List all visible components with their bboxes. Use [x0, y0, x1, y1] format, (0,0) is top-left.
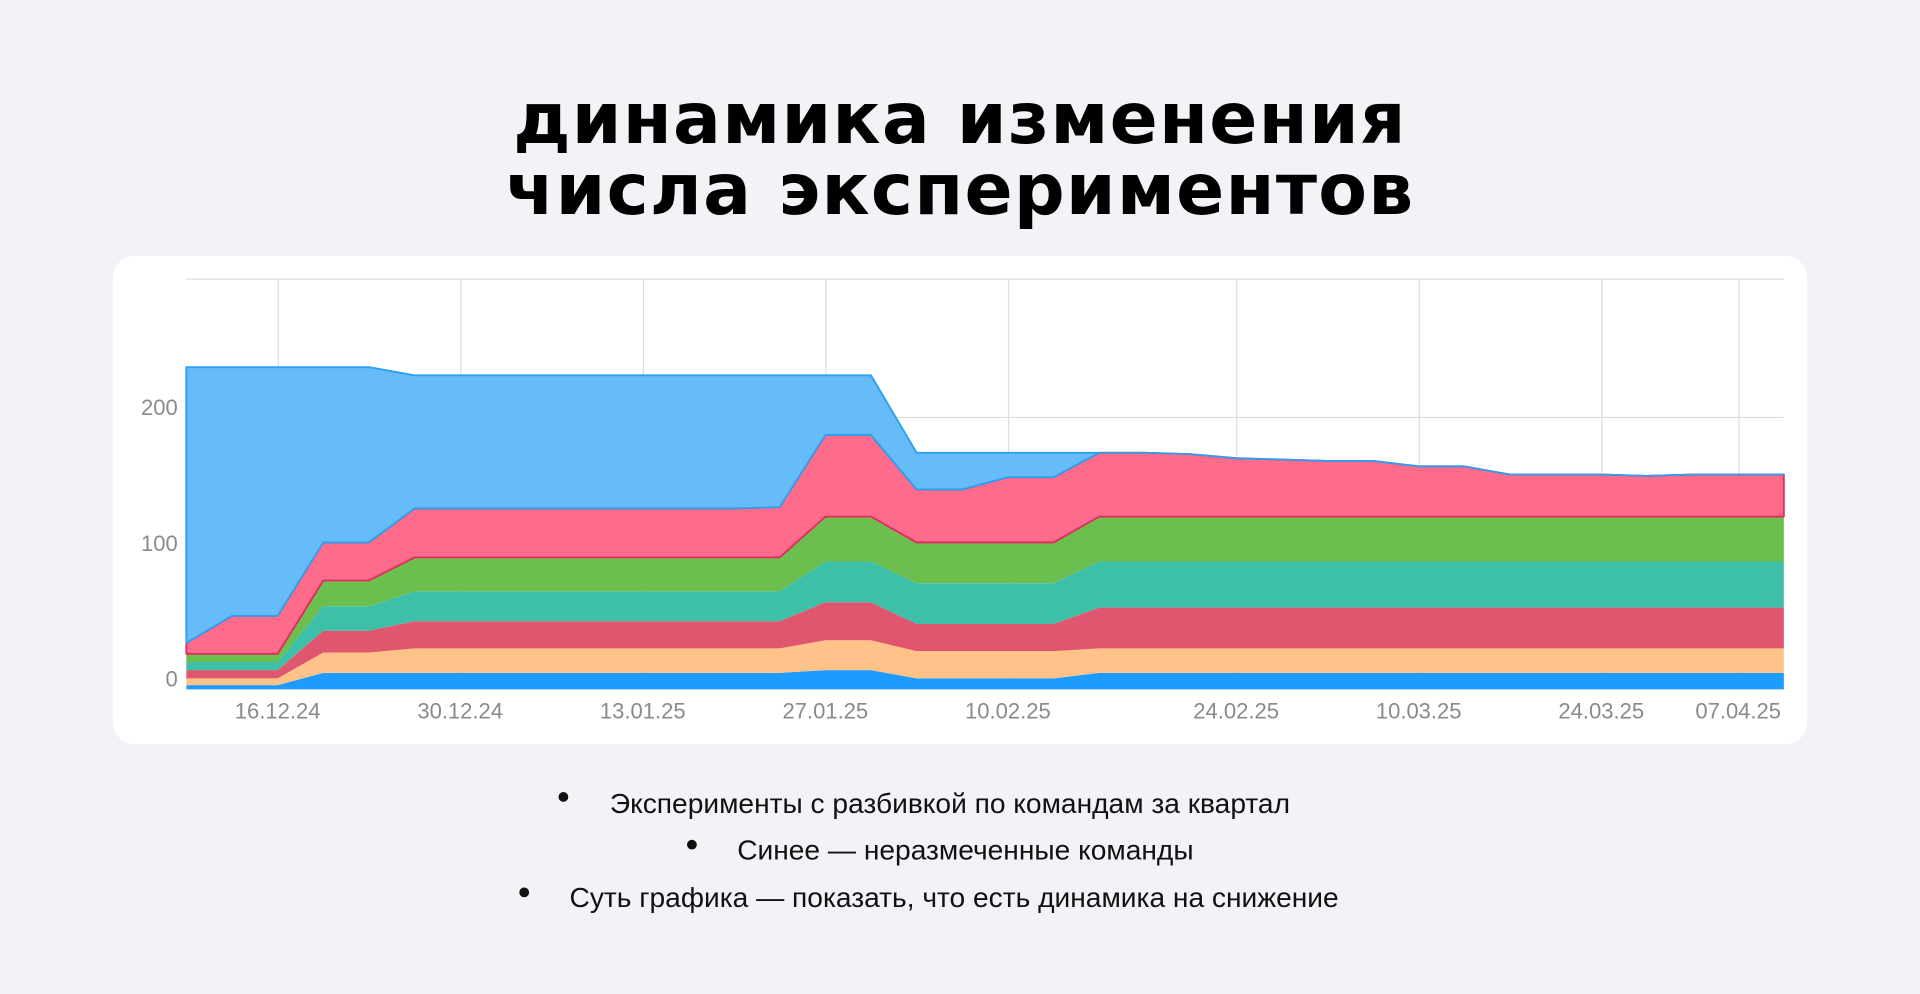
bullet — [519, 887, 530, 898]
x-tick-label: 07.04.25 — [1695, 699, 1781, 724]
area — [186, 516, 1784, 663]
x-tick-label: 13.01.25 — [600, 699, 686, 724]
note: Синее — неразмеченные команды — [737, 834, 1193, 865]
x-tick-label: 27.01.25 — [782, 699, 868, 724]
x-tick-label: 16.12.24 — [235, 699, 321, 724]
x-tick-label: 30.12.24 — [417, 699, 503, 724]
area — [186, 640, 1784, 686]
title-line: числа экспериментов — [506, 148, 1415, 231]
y-tick-label: 100 — [141, 531, 178, 556]
bullet — [558, 792, 569, 802]
note: Суть графика — показать, что есть динами… — [570, 882, 1339, 913]
area — [186, 602, 1784, 679]
area — [186, 670, 1784, 690]
title-line: динамика изменения — [513, 77, 1406, 160]
y-tick-label: 0 — [166, 667, 178, 692]
x-tick-label: 10.03.25 — [1376, 699, 1462, 724]
x-tick-label: 24.03.25 — [1558, 699, 1644, 724]
x-tick-label: 24.02.25 — [1193, 699, 1279, 724]
area — [185, 366, 1785, 644]
x-tick-label: 10.02.25 — [965, 699, 1051, 724]
plot — [185, 279, 1785, 690]
y-tick-label: 200 — [141, 395, 178, 420]
area — [186, 561, 1784, 671]
bullet — [687, 839, 697, 850]
note: Эксперименты с разбивкой по командам за … — [610, 788, 1290, 819]
